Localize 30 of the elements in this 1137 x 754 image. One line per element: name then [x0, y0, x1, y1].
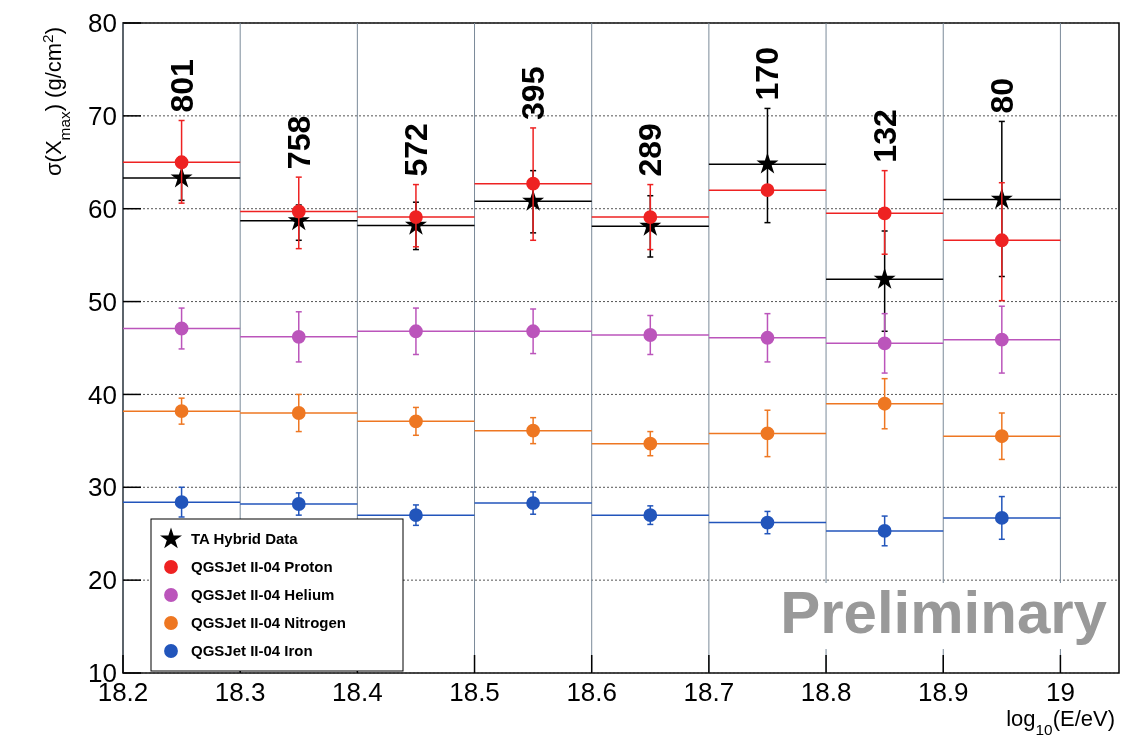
- y-tick-label: 60: [88, 193, 117, 224]
- y-tick-label: 40: [88, 379, 117, 410]
- x-tick-label: 18.8: [800, 677, 852, 707]
- legend-label: QGSJet II-04 Iron: [191, 642, 313, 659]
- legend-label: QGSJet II-04 Nitrogen: [191, 614, 347, 631]
- annotation: 132: [866, 109, 903, 163]
- x-tick-label: 18.7: [683, 677, 735, 707]
- y-tick-label: 30: [88, 472, 117, 503]
- legend-label: QGSJet II-04 Proton: [191, 558, 333, 575]
- annotation: 572: [397, 123, 434, 177]
- annotation: 80: [983, 77, 1020, 114]
- legend-label: QGSJet II-04 Helium: [191, 586, 335, 603]
- x-tick-label: 18.6: [566, 677, 618, 707]
- annotation: 170: [749, 47, 786, 101]
- y-tick-label: 50: [88, 286, 117, 317]
- annotation: 395: [515, 66, 552, 120]
- x-tick-label: 18.9: [917, 677, 969, 707]
- annotation: Preliminary: [780, 579, 1108, 646]
- y-tick-label: 70: [88, 100, 117, 131]
- x-tick-label: 18.4: [332, 677, 383, 707]
- annotation: 758: [280, 115, 317, 170]
- legend-label: TA Hybrid Data: [191, 530, 299, 547]
- x-tick-label: 18.5: [449, 677, 500, 707]
- x-tick-label: 18.3: [214, 677, 266, 707]
- y-tick-label: 20: [88, 565, 117, 596]
- y-tick-label: 80: [88, 8, 117, 39]
- annotation: 289: [632, 123, 669, 177]
- x-tick-label: 19: [1045, 677, 1075, 707]
- x-axis-title: log$_{10}$(E/eV): [1006, 706, 1115, 738]
- annotation: 801: [163, 59, 200, 113]
